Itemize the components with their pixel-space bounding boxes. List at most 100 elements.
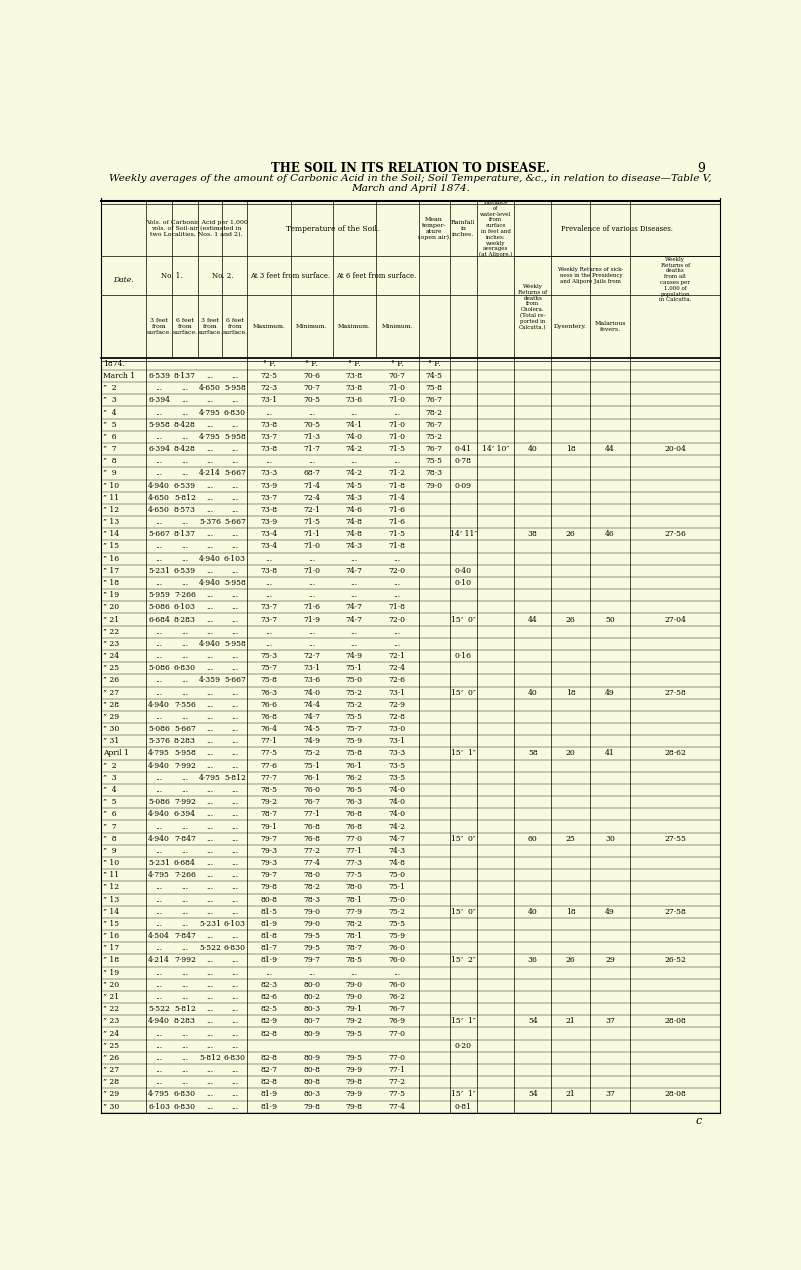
Text: ...: ...: [265, 579, 272, 587]
Text: ...: ...: [393, 592, 400, 599]
Text: ...: ...: [207, 1078, 214, 1086]
Text: 78·0: 78·0: [346, 884, 363, 892]
Text: ...: ...: [207, 603, 214, 611]
Text: 78·2: 78·2: [304, 884, 320, 892]
Text: 28·08: 28·08: [664, 1017, 686, 1025]
Text: ...: ...: [393, 579, 400, 587]
Text: ° F.: ° F.: [263, 359, 276, 368]
Text: 74·9: 74·9: [346, 652, 363, 660]
Text: 74·0: 74·0: [388, 799, 405, 806]
Text: 74·2: 74·2: [388, 823, 405, 831]
Text: ...: ...: [207, 1017, 214, 1025]
Text: 18: 18: [566, 908, 576, 916]
Text: 76·8: 76·8: [260, 712, 277, 721]
Text: 80·8: 80·8: [304, 1078, 320, 1086]
Text: ...: ...: [207, 749, 214, 757]
Text: 1874.: 1874.: [103, 359, 125, 368]
Text: Mean
temper-
ature
(open air).: Mean temper- ature (open air).: [417, 217, 451, 240]
Text: Weekly
Returns of
deaths
from
Cholera.
(Total re-
ported in
Calcutta.): Weekly Returns of deaths from Cholera. (…: [518, 284, 547, 330]
Text: 77·1: 77·1: [388, 1066, 405, 1074]
Text: 71·0: 71·0: [388, 396, 405, 404]
Text: 78·7: 78·7: [260, 810, 277, 818]
Text: 77·0: 77·0: [346, 834, 363, 843]
Text: 73·8: 73·8: [260, 420, 277, 429]
Text: 77·9: 77·9: [346, 908, 363, 916]
Text: ...: ...: [181, 433, 188, 441]
Text: ...: ...: [231, 1005, 239, 1013]
Text: ” 12: ” 12: [103, 505, 119, 514]
Text: 15’  1″: 15’ 1″: [451, 1091, 476, 1099]
Text: 8·573: 8·573: [174, 505, 196, 514]
Text: 80·7: 80·7: [304, 1017, 320, 1025]
Text: 60: 60: [528, 834, 537, 843]
Text: 0·16: 0·16: [455, 652, 472, 660]
Text: 82·8: 82·8: [260, 1030, 277, 1038]
Text: ...: ...: [207, 542, 214, 550]
Text: 0·09: 0·09: [455, 481, 472, 490]
Text: 77·1: 77·1: [304, 810, 320, 818]
Text: 4·504: 4·504: [148, 932, 170, 940]
Text: 70·7: 70·7: [388, 372, 405, 380]
Text: 74·8: 74·8: [346, 531, 363, 538]
Text: 79·9: 79·9: [346, 1091, 363, 1099]
Text: 0·10: 0·10: [455, 579, 472, 587]
Text: 81·9: 81·9: [260, 956, 277, 964]
Text: 4·940: 4·940: [148, 810, 170, 818]
Text: 80·9: 80·9: [304, 1054, 320, 1062]
Text: ...: ...: [265, 409, 272, 417]
Text: 73·7: 73·7: [260, 494, 277, 502]
Text: ...: ...: [207, 993, 214, 1001]
Text: 5·958: 5·958: [148, 420, 170, 429]
Text: 79·7: 79·7: [260, 834, 277, 843]
Text: ...: ...: [351, 409, 358, 417]
Text: ...: ...: [155, 919, 163, 928]
Text: 80·3: 80·3: [304, 1091, 320, 1099]
Text: Weekly Returns of sick-
ness in the Presidency
and Alipore Jails from: Weekly Returns of sick- ness in the Pres…: [558, 267, 623, 284]
Text: 6·394: 6·394: [148, 396, 170, 404]
Text: ...: ...: [231, 859, 239, 867]
Text: ...: ...: [231, 1078, 239, 1086]
Text: 6·684: 6·684: [148, 616, 170, 624]
Text: ” 17: ” 17: [103, 945, 119, 952]
Text: 76·7: 76·7: [388, 1005, 405, 1013]
Text: ” 24: ” 24: [103, 652, 119, 660]
Text: ...: ...: [231, 566, 239, 575]
Text: 5·812: 5·812: [224, 773, 246, 782]
Text: ” 14: ” 14: [103, 908, 119, 916]
Text: 75·2: 75·2: [425, 433, 443, 441]
Text: ...: ...: [265, 640, 272, 648]
Text: 72·9: 72·9: [388, 701, 405, 709]
Text: 71·1: 71·1: [304, 531, 320, 538]
Text: 74·0: 74·0: [304, 688, 320, 697]
Text: 78·1: 78·1: [346, 895, 363, 904]
Text: 8·283: 8·283: [174, 616, 196, 624]
Text: ...: ...: [181, 688, 188, 697]
Text: ” 24: ” 24: [103, 1030, 119, 1038]
Text: 79·3: 79·3: [260, 847, 277, 855]
Text: 71·6: 71·6: [388, 518, 405, 526]
Text: 6·684: 6·684: [174, 859, 195, 867]
Text: March 1: March 1: [103, 372, 135, 380]
Text: 5·667: 5·667: [224, 518, 246, 526]
Text: 5·376: 5·376: [199, 518, 221, 526]
Text: ...: ...: [231, 603, 239, 611]
Text: ...: ...: [207, 908, 214, 916]
Text: 4·214: 4·214: [199, 470, 221, 478]
Text: ...: ...: [207, 505, 214, 514]
Text: 76·1: 76·1: [346, 762, 363, 770]
Text: 6·539: 6·539: [148, 372, 170, 380]
Text: ...: ...: [181, 652, 188, 660]
Text: 5·231: 5·231: [148, 859, 170, 867]
Text: 73·6: 73·6: [304, 677, 320, 685]
Text: 73·4: 73·4: [260, 531, 277, 538]
Text: 76·7: 76·7: [425, 420, 443, 429]
Text: 80·9: 80·9: [304, 1030, 320, 1038]
Text: ...: ...: [155, 1078, 163, 1086]
Text: ...: ...: [265, 555, 272, 563]
Text: ...: ...: [155, 688, 163, 697]
Text: ” 21: ” 21: [103, 616, 119, 624]
Text: 76·7: 76·7: [425, 444, 443, 453]
Text: ” 20: ” 20: [103, 980, 119, 989]
Text: ...: ...: [181, 908, 188, 916]
Text: 18: 18: [566, 688, 576, 697]
